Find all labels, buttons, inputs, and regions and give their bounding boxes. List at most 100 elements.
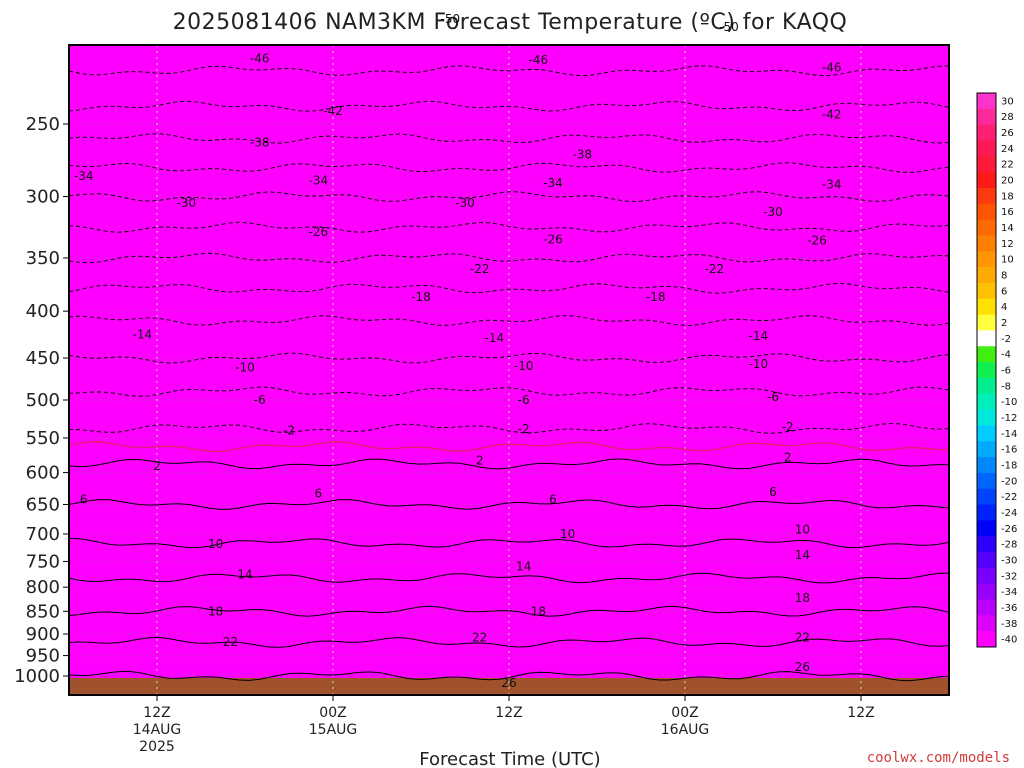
isotherm-label: -38	[573, 148, 593, 162]
isotherm-labels: -50 -50 -46 -46 -46 -42 -42 -38 -38 -34 -34 -34 -34 -…	[74, 12, 842, 690]
colorbar-swatch	[977, 156, 996, 173]
gridlines	[69, 45, 949, 695]
isotherm-label: 6	[80, 493, 88, 507]
isotherm-label: 14	[795, 548, 810, 562]
isotherm-contours	[68, 44, 950, 682]
colorbar-swatch	[977, 583, 996, 601]
isotherm-label: 22	[795, 631, 810, 645]
colorbar-swatch	[977, 567, 996, 585]
colorbar-swatch	[977, 504, 996, 521]
isotherm-label: 22	[472, 631, 487, 645]
colorbar-label: 30	[1001, 96, 1014, 107]
colorbar-label: 12	[1001, 239, 1014, 250]
isotherm-line	[68, 352, 950, 364]
isotherm-label: -34	[822, 177, 842, 191]
isotherm-label: 18	[531, 604, 546, 618]
credit-text: coolwx.com/models	[867, 750, 1010, 766]
isotherm-line	[68, 282, 950, 294]
colorbar-label: 14	[1001, 223, 1014, 234]
time-tick-label: 12Z	[847, 705, 874, 721]
colorbar-label: 22	[1001, 160, 1014, 171]
colorbar-label: -36	[1001, 603, 1017, 614]
isotherm-label: -22	[705, 262, 725, 276]
temperature-bands	[69, 45, 949, 696]
colorbar-swatch	[977, 488, 996, 506]
isotherm-label: -6	[518, 393, 530, 407]
colorbar-swatch	[977, 187, 996, 205]
colorbar-swatch	[977, 298, 996, 316]
time-tick-label: 00Z	[319, 705, 346, 721]
pressure-tick-label: 650	[26, 494, 60, 515]
isotherm-label: -26	[543, 232, 563, 246]
colorbar-label: -32	[1001, 571, 1017, 582]
colorbar-label: -8	[1001, 381, 1011, 392]
isotherm-line	[68, 458, 950, 470]
isotherm-label: -38	[250, 136, 270, 150]
isotherm-label: 10	[208, 537, 223, 551]
isotherm-label: 26	[501, 676, 516, 690]
isotherm-line	[68, 221, 950, 233]
isotherm-label: 2	[153, 459, 161, 473]
isotherm-label: 14	[516, 560, 531, 574]
isotherm-label: -50	[441, 12, 461, 26]
colorbar-swatch	[977, 267, 996, 284]
colorbar-swatch	[977, 457, 996, 474]
time-tick-label: 00Z	[671, 705, 698, 721]
isotherm-label: -46	[250, 51, 270, 65]
colorbar-label: -24	[1001, 508, 1017, 519]
isotherm-label: -42	[822, 107, 842, 121]
isotherm-label: -30	[763, 205, 783, 219]
colorbar-label: 4	[1001, 302, 1007, 313]
isotherm-label: 10	[560, 527, 575, 541]
colorbar-label: 18	[1001, 191, 1014, 202]
colorbar-swatch	[977, 599, 996, 616]
pressure-tick-label: 550	[26, 428, 60, 449]
freezing-line	[68, 441, 950, 453]
colorbar-swatch	[977, 425, 996, 442]
pressure-tick-label: 750	[26, 551, 60, 572]
isotherm-label: -26	[309, 225, 329, 239]
colorbar-label: -20	[1001, 476, 1017, 487]
isotherm-line	[68, 65, 950, 77]
colorbar-swatch	[977, 362, 996, 379]
colorbar-label: -10	[1001, 397, 1017, 408]
pressure-axis: 2503003504004505005506006507007508008509…	[14, 114, 69, 687]
isotherm-label: -14	[485, 331, 505, 345]
colorbar-label: -12	[1001, 413, 1017, 424]
pressure-tick-label: 450	[26, 348, 60, 369]
colorbar-swatch	[977, 108, 996, 126]
colorbar-swatch	[977, 472, 996, 490]
isotherm-line	[68, 100, 950, 112]
isotherm-line	[68, 670, 950, 682]
isotherm-label: -10	[749, 357, 769, 371]
isotherm-line	[68, 605, 950, 617]
colorbar-swatch	[977, 251, 996, 268]
pressure-tick-label: 500	[26, 390, 60, 411]
colorbar-label: -38	[1001, 619, 1017, 630]
isotherm-line	[68, 133, 950, 144]
colorbar-swatch	[977, 172, 996, 189]
colorbar-swatch	[977, 393, 996, 411]
isotherm-label: 6	[769, 485, 777, 499]
isotherm-label: -6	[767, 390, 779, 404]
isotherm-label: -14	[749, 329, 769, 343]
colorbar-swatch	[977, 219, 996, 236]
isotherm-label: -30	[455, 196, 475, 210]
chart-title: 2025081406 NAM3KM Forecast Temperature (…	[173, 10, 848, 35]
isotherm-label: -6	[254, 393, 266, 407]
colorbar-swatch	[977, 124, 996, 141]
isotherm-label: -46	[822, 61, 842, 75]
colorbar-label: -2	[1001, 334, 1011, 345]
colorbar-label: 2	[1001, 318, 1007, 329]
isotherm-label: 14	[237, 568, 252, 582]
isotherm-label: 2	[476, 453, 484, 467]
isotherm-label: 22	[223, 635, 238, 649]
colorbar-label: -6	[1001, 366, 1011, 377]
colorbar-swatch	[977, 203, 996, 221]
isotherm-line	[68, 386, 950, 397]
time-tick-label: 2025	[139, 739, 175, 755]
isotherm-line	[68, 422, 950, 434]
colorbar-swatch	[977, 93, 996, 110]
isotherm-label: -50	[719, 20, 739, 34]
